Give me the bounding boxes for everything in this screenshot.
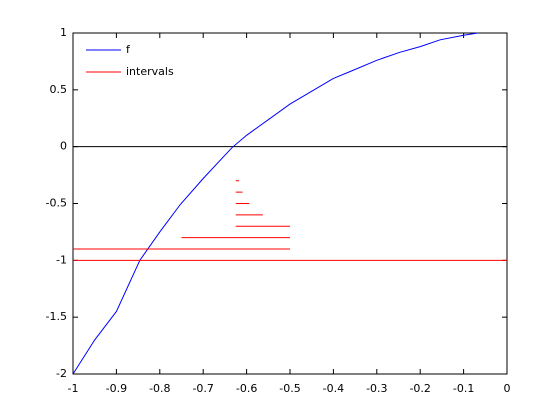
y-tick-label: -1.5 bbox=[46, 310, 67, 323]
x-tick-label: -1 bbox=[68, 382, 79, 395]
x-tick-label: -0.2 bbox=[409, 382, 430, 395]
x-tick-label: -0.1 bbox=[453, 382, 474, 395]
y-tick-label: -0.5 bbox=[46, 197, 67, 210]
x-tick-label: -0.3 bbox=[366, 382, 387, 395]
y-tick-label: 0 bbox=[60, 140, 67, 153]
legend-label: f bbox=[126, 43, 131, 56]
x-tick-label: -0.6 bbox=[236, 382, 257, 395]
y-tick-label: -2 bbox=[56, 367, 67, 380]
x-tick-label: 0 bbox=[504, 382, 511, 395]
y-tick-label: 1 bbox=[60, 26, 67, 39]
x-tick-label: -0.7 bbox=[192, 382, 213, 395]
line bbox=[72, 32, 479, 375]
x-tick-label: -0.4 bbox=[323, 382, 344, 395]
x-tick-label: -0.8 bbox=[149, 382, 170, 395]
y-tick-label: -1 bbox=[56, 253, 67, 266]
x-tick-label: -0.9 bbox=[106, 382, 127, 395]
legend-label: intervals bbox=[126, 65, 174, 78]
x-tick-label: -0.5 bbox=[279, 382, 300, 395]
plot-area bbox=[72, 32, 508, 375]
y-tick-label: 0.5 bbox=[50, 83, 68, 96]
